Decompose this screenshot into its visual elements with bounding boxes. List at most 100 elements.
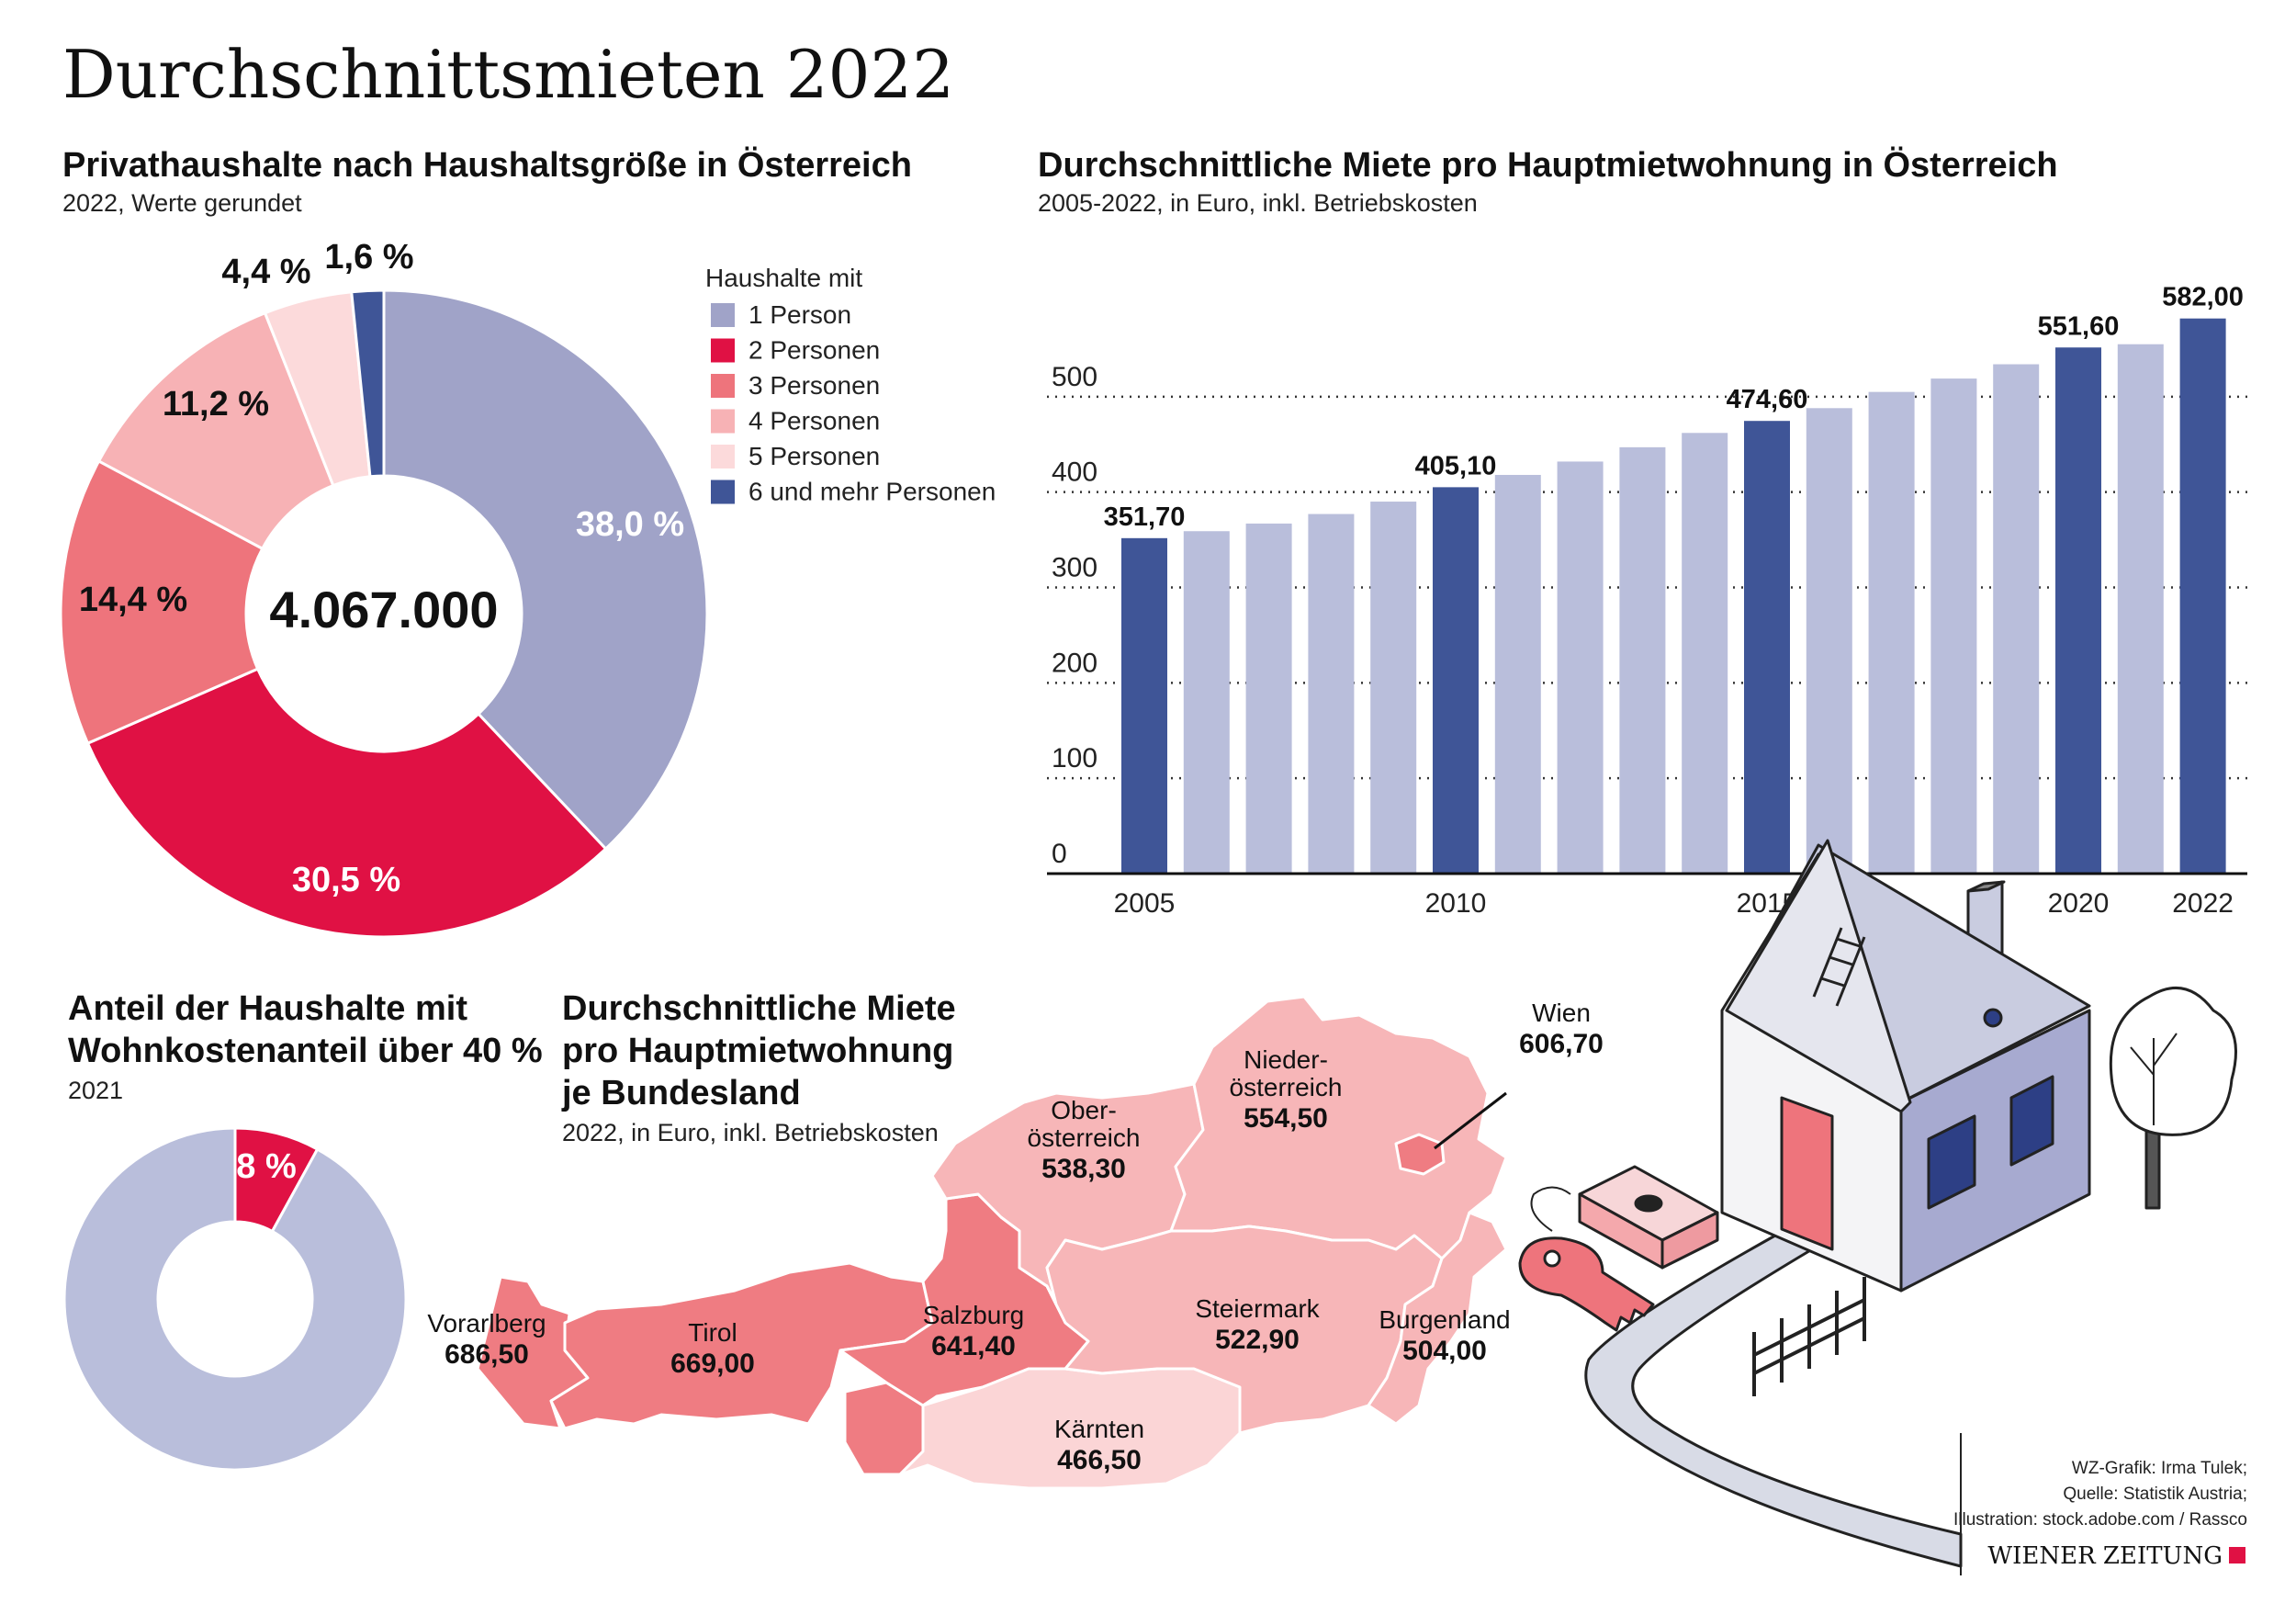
region-value: 554,50 xyxy=(1244,1103,1328,1134)
bar-2010 xyxy=(1433,487,1479,874)
bar-2011 xyxy=(1494,474,1541,874)
household-donut: 38,0 % 30,5 % 14,4 % 11,2 % 4,4 % 1,6 % xyxy=(59,238,709,939)
region-tirol xyxy=(549,1261,934,1430)
bar-2008 xyxy=(1308,514,1355,874)
x-tick-label: 2005 xyxy=(1114,888,1176,919)
y-tick-label: 500 xyxy=(1052,362,1097,392)
household-size-chart: Privathaushalte nach Haushaltsgröße in Ö… xyxy=(59,145,996,939)
y-tick-label: 300 xyxy=(1052,553,1097,583)
region-value: 538,30 xyxy=(1041,1154,1126,1184)
slice-label: 11,2 % xyxy=(163,385,269,423)
slice-label: 1,6 % xyxy=(324,238,413,277)
region-kaernten xyxy=(898,1367,1242,1490)
legend-label: 3 Personen xyxy=(748,371,880,400)
bar-2013 xyxy=(1619,446,1666,874)
region-name: Wien xyxy=(1532,999,1591,1027)
map-title-line-2: pro Hauptmietwohnung xyxy=(562,1032,953,1070)
slice-1-person xyxy=(382,288,709,852)
state-rent-map: Durchschnittliche Miete pro Hauptmietwoh… xyxy=(427,989,1604,1490)
region-name: Ober- xyxy=(1051,1096,1117,1124)
region-value: 504,00 xyxy=(1402,1336,1487,1366)
map-title-line-3: je Bundesland xyxy=(561,1074,801,1112)
bar-2020 xyxy=(2055,347,2101,874)
legend-label: 4 Personen xyxy=(748,407,880,435)
map-subtitle: 2022, in Euro, inkl. Betriebskosten xyxy=(562,1119,939,1146)
housing-cost-chart: Anteil der Haushalte mit Wohnkostenantei… xyxy=(62,989,543,1472)
credits: WZ-Grafik: Irma Tulek; Quelle: Statistik… xyxy=(1953,1433,2247,1575)
legend-label: 5 Personen xyxy=(748,442,880,470)
legend-swatch xyxy=(711,338,735,363)
region-value: 522,90 xyxy=(1215,1325,1300,1355)
legend-swatch xyxy=(711,445,735,468)
region-name: österreich xyxy=(1230,1073,1343,1101)
region-name: Kärnten xyxy=(1054,1415,1144,1443)
slice-6-und-mehr-personen xyxy=(350,288,386,479)
bar-chart-subtitle: 2005-2022, in Euro, inkl. Betriebskosten xyxy=(1038,189,1478,217)
house-illustration xyxy=(1518,839,2237,1568)
household-chart-subtitle: 2022, Werte gerundet xyxy=(62,189,302,217)
region-value: 606,70 xyxy=(1519,1029,1604,1059)
housing-cost-title-line-1: Anteil der Haushalte mit xyxy=(68,989,467,1028)
bar-chart-title: Durchschnittliche Miete pro Hauptmietwoh… xyxy=(1038,145,2058,185)
legend-label: 2 Personen xyxy=(748,336,880,365)
rent-bar-chart: Durchschnittliche Miete pro Hauptmietwoh… xyxy=(1038,145,2247,919)
region-name: Tirol xyxy=(688,1318,737,1347)
y-tick-label: 100 xyxy=(1052,743,1097,773)
bar-2009 xyxy=(1370,502,1417,874)
bar-2017 xyxy=(1868,391,1915,874)
housing-cost-subtitle: 2021 xyxy=(68,1077,123,1104)
credit-illustration: Illustration: stock.adobe.com / Rassco xyxy=(1953,1510,2247,1530)
housing-cost-title-line-2: Wohnkostenanteil über 40 % xyxy=(68,1032,543,1070)
region-name: Steiermark xyxy=(1195,1294,1320,1323)
y-tick-label: 200 xyxy=(1052,648,1097,678)
slice-label: 30,5 % xyxy=(292,861,400,899)
slice-label: 4,4 % xyxy=(221,253,310,291)
bar-2021 xyxy=(2117,344,2164,875)
housing-cost-donut: 8 % xyxy=(62,1126,408,1472)
map-title-line-1: Durchschnittliche Miete xyxy=(562,989,956,1028)
credit-graphic: WZ-Grafik: Irma Tulek; xyxy=(2072,1459,2247,1478)
bar-2015 xyxy=(1744,421,1790,874)
region-value: 669,00 xyxy=(670,1349,755,1379)
region-name: Burgenland xyxy=(1379,1305,1510,1334)
main-title: Durchschnittsmieten 2022 xyxy=(62,36,954,113)
bar-2018 xyxy=(1930,378,1977,875)
bar-2007 xyxy=(1245,523,1292,874)
bar-2012 xyxy=(1557,461,1604,874)
x-tick-label: 2022 xyxy=(2172,888,2234,919)
region-wien xyxy=(1394,1133,1446,1176)
slice-label: 38,0 % xyxy=(576,505,684,544)
region-name: Vorarlberg xyxy=(427,1309,546,1338)
legend-label: 1 Person xyxy=(748,300,851,329)
bar-2022 xyxy=(2179,318,2226,874)
household-chart-title: Privathaushalte nach Haushaltsgröße in Ö… xyxy=(62,145,912,185)
bar-2006 xyxy=(1183,531,1230,874)
legend-label: 6 und mehr Personen xyxy=(748,478,996,506)
legend-title: Haushalte mit xyxy=(705,264,862,292)
region-name: Nieder- xyxy=(1244,1045,1328,1074)
publisher-logo: WIENER ZEITUNG xyxy=(1987,1542,2223,1570)
bar-value-label: 582,00 xyxy=(2162,283,2244,312)
x-tick-label: 2010 xyxy=(1425,888,1487,919)
household-legend: Haushalte mit 1 Person 2 Personen 3 Person… xyxy=(705,264,996,506)
slice-rest xyxy=(62,1126,408,1472)
x-tick-label: 2020 xyxy=(2048,888,2110,919)
region-niederoesterreich xyxy=(1169,995,1508,1260)
legend-swatch xyxy=(711,480,735,504)
bar-value-label: 474,60 xyxy=(1727,385,1808,414)
legend-swatch xyxy=(711,374,735,398)
region-burgenland xyxy=(1367,1211,1508,1426)
slice-label: 8 % xyxy=(236,1147,296,1186)
legend-swatch xyxy=(711,303,735,327)
bar-2005 xyxy=(1121,537,1167,874)
bar-2016 xyxy=(1806,408,1852,874)
region-value: 466,50 xyxy=(1057,1445,1142,1475)
credit-source: Quelle: Statistik Austria; xyxy=(2063,1484,2247,1504)
region-name: Salzburg xyxy=(923,1301,1025,1329)
y-tick-label: 0 xyxy=(1052,839,1067,869)
region-name: österreich xyxy=(1028,1123,1141,1152)
wien-leader-line xyxy=(1434,1091,1507,1150)
